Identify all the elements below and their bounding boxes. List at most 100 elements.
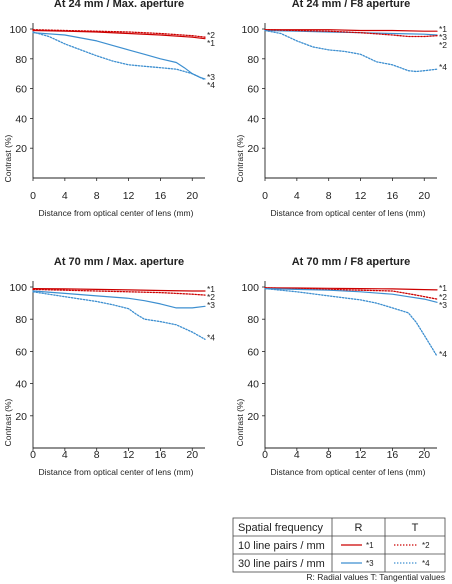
x-axis-label: Distance from optical center of lens (mm… <box>271 467 426 477</box>
chart-title: At 70 mm / F8 aperture <box>292 256 411 268</box>
x-tick-label: 12 <box>123 190 135 202</box>
series-end-label: *1 <box>439 283 447 293</box>
y-tick-label: 40 <box>15 113 27 125</box>
x-tick-label: 16 <box>387 190 399 202</box>
legend-radial-label: *3 <box>366 559 374 568</box>
y-tick-label: 80 <box>247 54 259 66</box>
series-line-3 <box>32 32 206 80</box>
y-axis-label: Contrast (%) <box>3 134 13 182</box>
y-tick-label: 100 <box>241 282 259 294</box>
x-axis-label: Distance from optical center of lens (mm… <box>39 208 194 218</box>
mtf-chart-4: At 70 mm / F8 aperture 20 40 60 80 100 0 4 8 12 16… <box>235 256 447 477</box>
x-tick-label: 8 <box>94 449 100 461</box>
x-axis-label: Distance from optical center of lens (mm… <box>271 208 426 218</box>
legend-table: Spatial frequency R T 10 line pairs / mm *1 *… <box>232 517 446 582</box>
x-tick-label: 0 <box>262 190 268 202</box>
y-tick-label: 100 <box>9 24 27 36</box>
legend-tangential-label: *4 <box>422 559 430 568</box>
y-tick-label: 40 <box>15 379 27 391</box>
legend-header-label: Spatial frequency <box>238 522 323 534</box>
x-tick-label: 0 <box>262 449 268 461</box>
y-axis-label: Contrast (%) <box>3 398 13 446</box>
mtf-chart-3: At 70 mm / Max. aperture 20 40 60 80 100 0 4 8 12… <box>3 256 215 477</box>
series-line-2 <box>264 29 438 38</box>
y-tick-label: 60 <box>247 84 259 96</box>
x-tick-label: 12 <box>123 449 135 461</box>
series-end-label: *3 <box>207 300 215 310</box>
series-end-label: *2 <box>207 30 215 40</box>
x-tick-label: 4 <box>294 449 300 461</box>
y-tick-label: 80 <box>15 54 27 66</box>
series-line-4 <box>264 287 438 357</box>
series-end-label: *2 <box>439 292 447 302</box>
x-tick-label: 20 <box>186 449 198 461</box>
series-end-label: *4 <box>207 80 215 90</box>
x-tick-label: 12 <box>355 449 367 461</box>
y-tick-label: 100 <box>9 282 27 294</box>
series-end-label: *2 <box>207 292 215 302</box>
chart-title: At 24 mm / F8 aperture <box>292 0 411 10</box>
series-line-2 <box>264 287 438 300</box>
y-tick-label: 60 <box>15 84 27 96</box>
x-tick-label: 4 <box>62 449 68 461</box>
y-axis-label: Contrast (%) <box>235 398 245 446</box>
series-line-4 <box>32 31 206 81</box>
series-line-2 <box>32 288 206 296</box>
x-tick-label: 0 <box>30 190 36 202</box>
mtf-chart-1: At 24 mm / Max. aperture 20 40 60 80 100 0 4 8 12… <box>3 0 215 218</box>
x-tick-label: 16 <box>155 190 167 202</box>
legend-tangential-label: *2 <box>422 541 430 550</box>
chart-title: At 70 mm / Max. aperture <box>54 256 184 268</box>
y-tick-label: 40 <box>247 113 259 125</box>
series-line-3 <box>32 290 206 309</box>
series-end-label: *2 <box>439 40 447 50</box>
legend-row-label: 30 line pairs / mm <box>238 558 325 570</box>
y-tick-label: 20 <box>15 411 27 423</box>
series-end-label: *3 <box>207 72 215 82</box>
series-line-1 <box>264 29 438 32</box>
legend-radial-label: *1 <box>366 541 374 550</box>
x-tick-label: 20 <box>418 449 430 461</box>
legend-header-t: T <box>412 522 419 534</box>
legend-footnote: R: Radial values T: Tangential values <box>306 572 445 582</box>
mtf-chart-2: At 24 mm / F8 aperture 20 40 60 80 100 0 4 8 12 16… <box>235 0 447 218</box>
series-end-label: *3 <box>439 300 447 310</box>
series-line-1 <box>32 288 206 292</box>
x-tick-label: 8 <box>326 190 332 202</box>
x-tick-label: 20 <box>418 190 430 202</box>
series-line-4 <box>32 291 206 340</box>
chart-title: At 24 mm / Max. aperture <box>54 0 184 10</box>
series-end-label: *4 <box>439 349 447 359</box>
y-tick-label: 100 <box>241 24 259 36</box>
x-tick-label: 12 <box>355 190 367 202</box>
y-tick-label: 60 <box>15 346 27 358</box>
series-end-label: *1 <box>207 38 215 48</box>
x-tick-label: 4 <box>62 190 68 202</box>
x-tick-label: 8 <box>326 449 332 461</box>
series-end-label: *1 <box>439 24 447 34</box>
series-line-1 <box>264 287 438 291</box>
legend-row-label: 10 line pairs / mm <box>238 540 325 552</box>
legend-header-r: R <box>355 522 363 534</box>
series-line-2 <box>32 29 206 38</box>
x-axis-label: Distance from optical center of lens (mm… <box>39 467 194 477</box>
x-tick-label: 20 <box>186 190 198 202</box>
series-line-1 <box>32 29 206 40</box>
series-end-label: *1 <box>207 284 215 294</box>
y-tick-label: 20 <box>247 143 259 155</box>
x-tick-label: 0 <box>30 449 36 461</box>
x-tick-label: 16 <box>387 449 399 461</box>
y-tick-label: 20 <box>15 143 27 155</box>
y-tick-label: 80 <box>15 314 27 326</box>
series-line-4 <box>264 29 438 73</box>
y-tick-label: 60 <box>247 346 259 358</box>
y-tick-label: 20 <box>247 411 259 423</box>
y-tick-label: 40 <box>247 379 259 391</box>
x-tick-label: 8 <box>94 190 100 202</box>
series-end-label: *4 <box>207 332 215 342</box>
y-tick-label: 80 <box>247 314 259 326</box>
y-axis-label: Contrast (%) <box>235 134 245 182</box>
series-end-label: *3 <box>439 32 447 42</box>
series-line-3 <box>264 288 438 303</box>
